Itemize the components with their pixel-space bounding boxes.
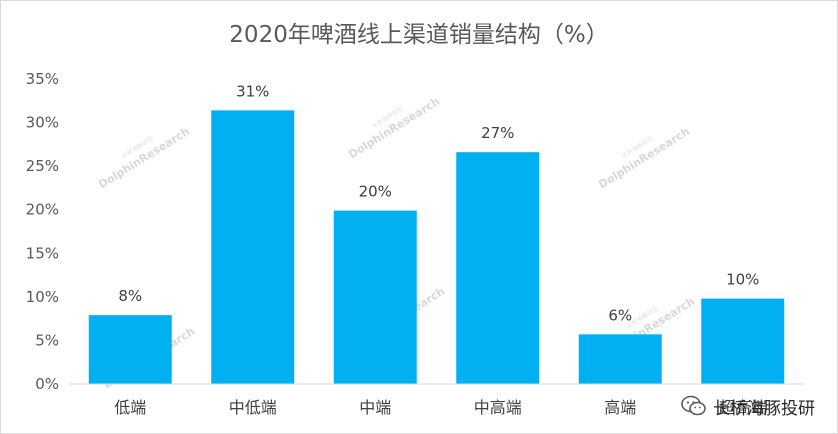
bar xyxy=(578,334,662,384)
wechat-icon xyxy=(681,395,706,416)
brand-watermark: 长桥海豚投研 xyxy=(681,393,815,419)
chart-title: 2020年啤酒线上渠道销量结构（%） xyxy=(229,22,608,48)
x-category-label: 中低端 xyxy=(229,398,277,417)
data-label: 31% xyxy=(236,82,269,100)
bars: 8% 31% 20% 27% 6% 10% xyxy=(88,82,785,384)
y-tick-label: 15% xyxy=(26,244,59,262)
x-category-label: 中高端 xyxy=(474,398,522,417)
data-label: 10% xyxy=(726,271,759,289)
bar xyxy=(211,110,295,384)
y-axis: 0% 5% 10% 15% 20% 25% 30% 35% xyxy=(26,70,59,393)
watermark-text: DolphinResearch xyxy=(346,95,442,162)
brand-name: 长桥海豚投研 xyxy=(713,398,815,419)
watermark-text: DolphinResearch xyxy=(96,125,192,192)
data-label: 20% xyxy=(359,183,392,201)
bar xyxy=(701,298,785,384)
data-label: 8% xyxy=(118,287,142,305)
y-tick-label: 5% xyxy=(35,331,59,349)
bar xyxy=(456,152,540,384)
y-tick-label: 35% xyxy=(26,70,59,88)
data-label: 6% xyxy=(608,306,632,324)
x-axis: 低端 中低端 中端 中高端 高端 超高端 xyxy=(69,383,804,417)
bar xyxy=(88,315,172,384)
x-category-label: 中端 xyxy=(359,398,391,417)
x-category-label: 超高端 xyxy=(719,398,767,417)
bar xyxy=(333,210,417,384)
y-tick-label: 25% xyxy=(26,157,59,175)
watermark-text: DolphinResearch xyxy=(596,125,692,192)
y-tick-label: 20% xyxy=(26,201,59,219)
y-tick-label: 30% xyxy=(26,114,59,132)
y-tick-label: 0% xyxy=(35,375,59,393)
x-category-label: 低端 xyxy=(114,398,146,417)
data-label: 27% xyxy=(481,124,514,142)
y-tick-label: 10% xyxy=(26,288,59,306)
x-category-label: 高端 xyxy=(604,398,636,417)
